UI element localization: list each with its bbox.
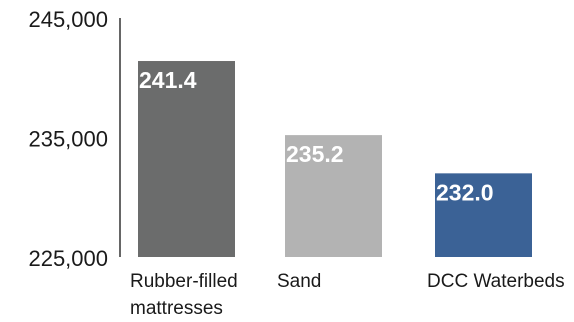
y-tick-label: 245,000 (28, 7, 108, 32)
bar (435, 173, 532, 257)
x-tick-label: Sand (277, 271, 321, 292)
bar-value-label: 235.2 (286, 141, 344, 167)
x-tick-label: mattresses (130, 298, 223, 319)
bar (285, 135, 382, 257)
x-tick-label: Rubber-filled (130, 271, 238, 292)
bar-value-label: 232.0 (436, 179, 494, 205)
x-tick-label: DCC Waterbeds (427, 271, 565, 292)
y-tick-label: 225,000 (28, 246, 108, 271)
bar (138, 61, 235, 257)
bar-value-label: 241.4 (139, 67, 197, 93)
y-tick-label: 235,000 (28, 127, 108, 152)
